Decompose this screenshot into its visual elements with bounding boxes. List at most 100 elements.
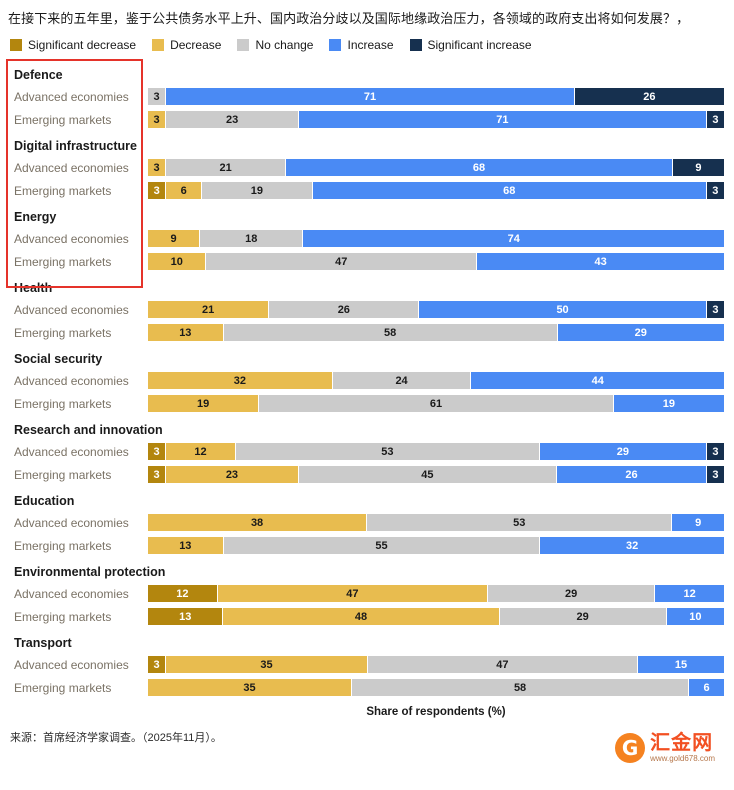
bar-segment-dec: 47 — [217, 585, 488, 602]
stacked-bar: 19 61 19 — [148, 395, 724, 412]
bar-segment-sig_dec: 3 — [148, 182, 166, 199]
chart-group-health: Health Advanced economies 21 26 50 3 Emerging … — [8, 279, 724, 341]
bar-segment-dec: 23 — [166, 466, 298, 483]
bar-segment-dec: 35 — [166, 656, 367, 673]
chart-row: Advanced economies 3 21 68 9 — [8, 159, 724, 176]
chart-group-research-and-innovation: Research and innovation Advanced economie… — [8, 421, 724, 483]
legend-item-sig_dec: Significant decrease — [10, 38, 136, 52]
x-axis-label: Share of respondents (%) — [366, 706, 506, 718]
chart-group-social-security: Social security Advanced economies 32 24 44 E… — [8, 350, 725, 412]
bar-segment-none: 58 — [223, 324, 557, 341]
bar-segment-inc: 29 — [557, 324, 724, 341]
stacked-bar: 3 35 47 15 — [148, 656, 724, 673]
row-label: Advanced economies — [14, 302, 129, 317]
bar-segment-dec: 3 — [148, 159, 166, 176]
bar-segment-none: 19 — [202, 182, 312, 199]
bar-segment-sig_inc: 9 — [672, 159, 724, 176]
chart-row: Emerging markets 3 23 71 3 — [8, 111, 724, 128]
group-label: Health — [14, 281, 53, 295]
row-label: Emerging markets — [14, 325, 112, 340]
chart-row: Advanced economies 9 18 74 — [8, 230, 724, 247]
bar-segment-dec: 9 — [148, 230, 200, 247]
bar-segment-sig_dec: 3 — [148, 443, 166, 460]
bar-segment-inc: 50 — [419, 301, 706, 318]
chart-group-defence: Defence Advanced economies 3 71 26 Emerging m… — [8, 66, 724, 128]
stacked-bar: 21 26 50 3 — [148, 301, 724, 318]
legend-item-none: No change — [237, 38, 313, 52]
chart-row: Emerging markets 13 58 29 — [8, 324, 724, 341]
bar-segment-inc: 12 — [655, 585, 725, 602]
chart-row: Advanced economies 32 24 44 — [8, 372, 725, 389]
bar-segment-sig_dec: 3 — [148, 656, 166, 673]
bar-segment-inc: 71 — [298, 111, 706, 128]
group-label: Transport — [14, 636, 72, 650]
bar-segment-dec: 6 — [166, 182, 201, 199]
bar-segment-sig_dec: 3 — [148, 466, 166, 483]
legend-item-inc: Increase — [329, 38, 394, 52]
chart-group-digital-infrastructure: Digital infrastructure Advanced economies… — [8, 137, 724, 199]
stacked-bar: 9 18 74 — [148, 230, 724, 247]
bar-segment-none: 55 — [223, 537, 540, 554]
bar-segment-sig_inc: 3 — [706, 466, 724, 483]
bar-segment-none: 47 — [206, 253, 477, 270]
group-label: Digital infrastructure — [14, 139, 137, 153]
row-label: Emerging markets — [14, 112, 112, 127]
bar-segment-none: 58 — [351, 679, 689, 696]
stacked-bar: 3 6 19 68 3 — [148, 182, 724, 199]
bar-segment-none: 18 — [200, 230, 303, 247]
row-label: Advanced economies — [14, 231, 129, 246]
bar-segment-inc: 15 — [638, 656, 724, 673]
row-label: Advanced economies — [14, 444, 129, 459]
chart-row: Emerging markets 35 58 6 — [8, 679, 724, 696]
chart-row: Emerging markets 10 47 43 — [8, 253, 724, 270]
stacked-bar: 13 55 32 — [148, 537, 725, 554]
legend-swatch-inc — [329, 39, 342, 51]
chart-row: Emerging markets 3 23 45 26 3 — [8, 466, 724, 483]
bar-segment-inc: 44 — [471, 372, 725, 389]
legend-swatch-sig_dec — [10, 39, 22, 51]
bar-segment-sig_dec: 13 — [148, 608, 223, 625]
legend-label: Increase — [347, 38, 394, 52]
chart-group-education: Education Advanced economies 38 53 9 Emerging… — [8, 492, 725, 554]
bar-segment-sig_inc: 3 — [706, 301, 724, 318]
legend-label: Decrease — [170, 38, 222, 52]
legend-swatch-dec — [152, 39, 165, 51]
chart-group-energy: Energy Advanced economies 9 18 74 Emerging ma… — [8, 208, 724, 270]
legend-item-sig_inc: Significant increase — [409, 38, 532, 52]
bar-segment-none: 23 — [166, 111, 298, 128]
bar-segment-inc: 71 — [166, 88, 574, 105]
watermark-text: 汇金网 www.gold678.com — [650, 733, 715, 763]
chart-row: Emerging markets 13 55 32 — [8, 537, 725, 554]
row-label: Emerging markets — [14, 183, 112, 198]
stacked-bar: 13 58 29 — [148, 324, 724, 341]
chart-row: Advanced economies 3 35 47 15 — [8, 656, 724, 673]
bar-segment-inc: 32 — [540, 537, 725, 554]
source-note: 来源：首席经济学家调查。（2025年11月）。 — [10, 732, 222, 744]
row-label: Emerging markets — [14, 254, 112, 269]
chart-row: Emerging markets 13 48 29 10 — [8, 608, 724, 625]
row-label: Advanced economies — [14, 586, 129, 601]
stacked-bar: 32 24 44 — [148, 372, 725, 389]
watermark-circle-icon: G — [615, 733, 646, 763]
watermark-name: 汇金网 — [650, 732, 714, 754]
bar-segment-dec: 10 — [148, 253, 206, 270]
group-label: Energy — [14, 210, 57, 224]
bar-segment-dec: 12 — [166, 443, 235, 460]
row-label: Emerging markets — [14, 680, 112, 695]
bar-segment-none: 61 — [259, 395, 613, 412]
group-label: Social security — [14, 352, 103, 366]
bar-segment-dec: 48 — [223, 608, 499, 625]
stacked-bar-chart: Defence Advanced economies 3 71 26 Emerging m… — [8, 66, 725, 696]
bar-segment-none: 24 — [332, 372, 471, 389]
row-label: Advanced economies — [14, 515, 129, 530]
chart-row: Emerging markets 19 61 19 — [8, 395, 724, 412]
bar-segment-none: 3 — [148, 88, 166, 105]
bar-segment-dec: 32 — [148, 372, 332, 389]
legend: Significant decrease Decrease No change Inc… — [8, 38, 724, 52]
legend-label: No change — [255, 38, 314, 52]
bar-segment-inc: 68 — [312, 182, 706, 199]
bar-segment-none: 29 — [488, 585, 655, 602]
watermark-url: www.gold678.com — [650, 754, 715, 763]
bar-segment-inc: 6 — [689, 679, 724, 696]
